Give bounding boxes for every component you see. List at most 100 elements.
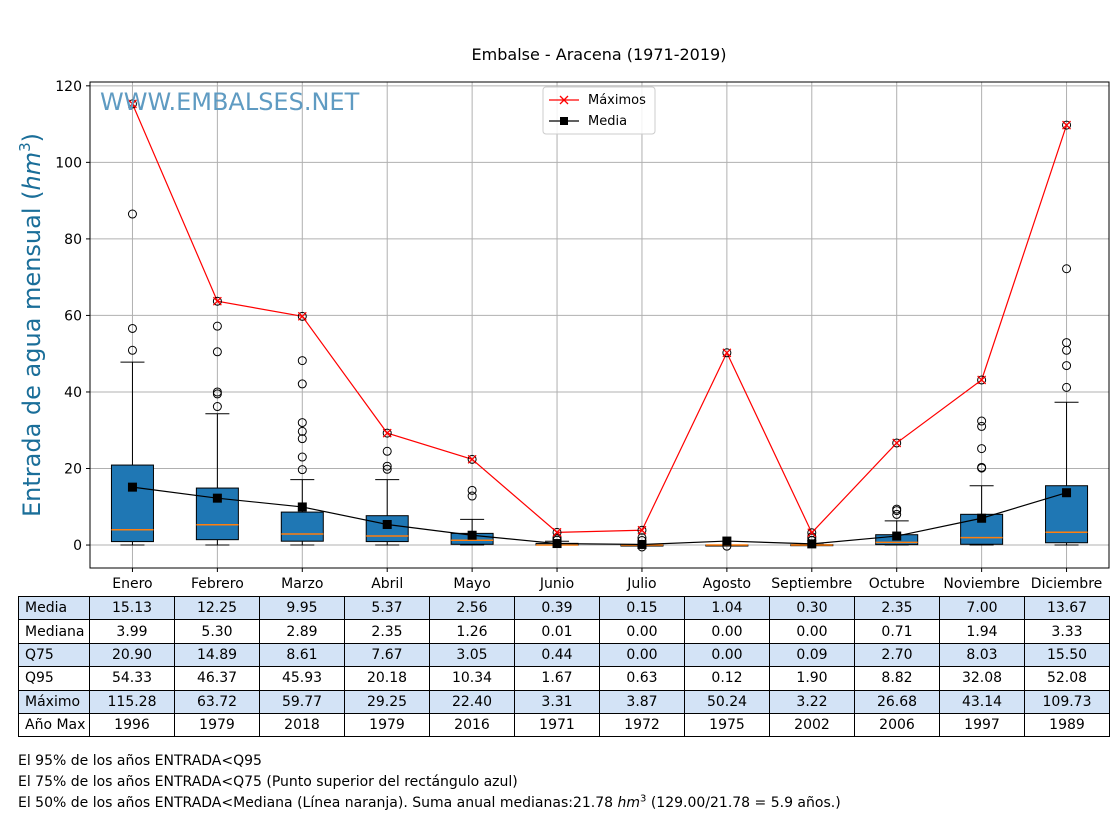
max-outlier-circle xyxy=(637,525,647,535)
plot-frame xyxy=(89,81,1110,569)
outlier-point xyxy=(127,345,137,355)
mean-point xyxy=(212,493,222,503)
table-cell: 8.82 xyxy=(854,666,940,691)
max-outlier-circle xyxy=(552,527,562,537)
y-tick-label: 120 xyxy=(55,79,82,95)
table-cell: 5.30 xyxy=(174,619,260,644)
outlier-point xyxy=(467,485,477,495)
legend-marker-maximos xyxy=(559,95,569,105)
max-outlier-circle xyxy=(892,438,902,448)
row-header: Media xyxy=(18,595,90,621)
y-tick-label: 20 xyxy=(64,462,82,478)
y-tick-label: 80 xyxy=(64,232,82,248)
box-marzo xyxy=(280,511,324,542)
y-axis-label: Entrada de agua mensual (hm3) xyxy=(16,133,46,517)
table-cell: 9.95 xyxy=(259,595,345,621)
outlier-point xyxy=(382,464,392,474)
outlier-point xyxy=(1062,382,1072,392)
table-cell: 1.26 xyxy=(429,619,515,644)
x-tick-label: Noviembre xyxy=(943,576,1019,592)
table-cell: 46.37 xyxy=(174,666,260,691)
note-q95: El 95% de los años ENTRADA<Q95 xyxy=(18,753,262,769)
grid xyxy=(90,82,1109,568)
table-cell: 63.72 xyxy=(174,689,260,714)
table-cell: 1.94 xyxy=(939,619,1025,644)
outlier-point xyxy=(127,209,137,219)
table-cell: 0.12 xyxy=(684,666,770,691)
table-cell: 1979 xyxy=(344,712,430,738)
outlier-point xyxy=(892,509,902,519)
max-outlier-circle xyxy=(467,454,477,464)
table-cell: 1.67 xyxy=(514,666,600,691)
table-cell: 13.67 xyxy=(1024,595,1110,621)
outlier-point xyxy=(212,402,222,412)
outlier-point xyxy=(382,461,392,471)
box-enero xyxy=(110,464,154,543)
table-row: Año Max 1996 1979 2018 1979 2016 1971 1972 1975 2… xyxy=(18,712,1110,738)
outlier-point xyxy=(212,387,222,397)
table-cell: 0.00 xyxy=(599,642,685,668)
table-cell: 1975 xyxy=(684,712,770,738)
x-tick-label: Septiembre xyxy=(771,576,852,592)
max-point xyxy=(382,428,392,438)
legend-marker-media xyxy=(560,117,568,125)
series-lines xyxy=(127,99,1072,549)
y-axis-unit: hm xyxy=(18,152,46,191)
outlier-point xyxy=(127,323,137,333)
table-cell: 0.01 xyxy=(514,619,600,644)
watermark: WWW.EMBALSES.NET xyxy=(100,88,360,116)
note-median: El 50% de los años ENTRADA<Mediana (Líne… xyxy=(18,793,841,811)
max-point xyxy=(127,99,137,109)
outlier-point xyxy=(297,465,307,475)
row-header: Q95 xyxy=(18,666,90,691)
mean-point xyxy=(807,539,817,549)
x-tick-label: Abril xyxy=(371,576,403,592)
table-cell: 12.25 xyxy=(174,595,260,621)
table-cell: 8.61 xyxy=(259,642,345,668)
table-cell: 3.22 xyxy=(769,689,855,714)
max-point xyxy=(212,296,222,306)
legend-frame xyxy=(542,86,656,135)
x-tick-label: Enero xyxy=(112,576,152,592)
outlier-point xyxy=(297,426,307,436)
table-cell: 2.35 xyxy=(344,619,430,644)
table-cell: 10.34 xyxy=(429,666,515,691)
max-outlier-circle xyxy=(212,296,222,306)
max-outlier-circle xyxy=(1062,120,1072,130)
x-axis: Enero Febrero Marzo Abril Mayo Junio Julio Agos… xyxy=(112,568,1102,592)
table-cell: 5.37 xyxy=(344,595,430,621)
mean-point xyxy=(1062,488,1072,498)
table-cell: 3.31 xyxy=(514,689,600,714)
y-tick-label: 100 xyxy=(55,155,82,171)
outlier-point xyxy=(382,446,392,456)
table-cell: 1972 xyxy=(599,712,685,738)
table-row: Q75 20.90 14.89 8.61 7.67 3.05 0.44 0.00 0.00 0.0… xyxy=(18,642,1110,668)
max-outlier-circle xyxy=(127,99,137,109)
table-cell: 3.05 xyxy=(429,642,515,668)
legend: Máximos Media xyxy=(542,86,656,135)
y-axis-unit-exp: 3 xyxy=(16,142,34,152)
table-cell: 0.00 xyxy=(769,619,855,644)
max-point xyxy=(977,375,987,385)
outlier-point xyxy=(297,452,307,462)
table-cell: 20.90 xyxy=(89,642,175,668)
table-cell: 15.50 xyxy=(1024,642,1110,668)
table-cell: 1996 xyxy=(89,712,175,738)
outlier-point xyxy=(297,379,307,389)
table-cell: 2.89 xyxy=(259,619,345,644)
mean-point xyxy=(382,519,392,529)
x-tick-label: Junio xyxy=(539,576,574,592)
table-cell: 2016 xyxy=(429,712,515,738)
boxplots xyxy=(110,209,1089,552)
table-cell: 20.18 xyxy=(344,666,430,691)
mean-point xyxy=(722,536,732,546)
table-cell: 7.00 xyxy=(939,595,1025,621)
table-cell: 54.33 xyxy=(89,666,175,691)
table-cell: 2018 xyxy=(259,712,345,738)
mean-point xyxy=(892,531,902,541)
row-header: Q75 xyxy=(18,642,90,668)
table-cell: 0.00 xyxy=(684,642,770,668)
table-cell: 0.09 xyxy=(769,642,855,668)
table-cell: 1971 xyxy=(514,712,600,738)
outlier-point xyxy=(977,421,987,431)
